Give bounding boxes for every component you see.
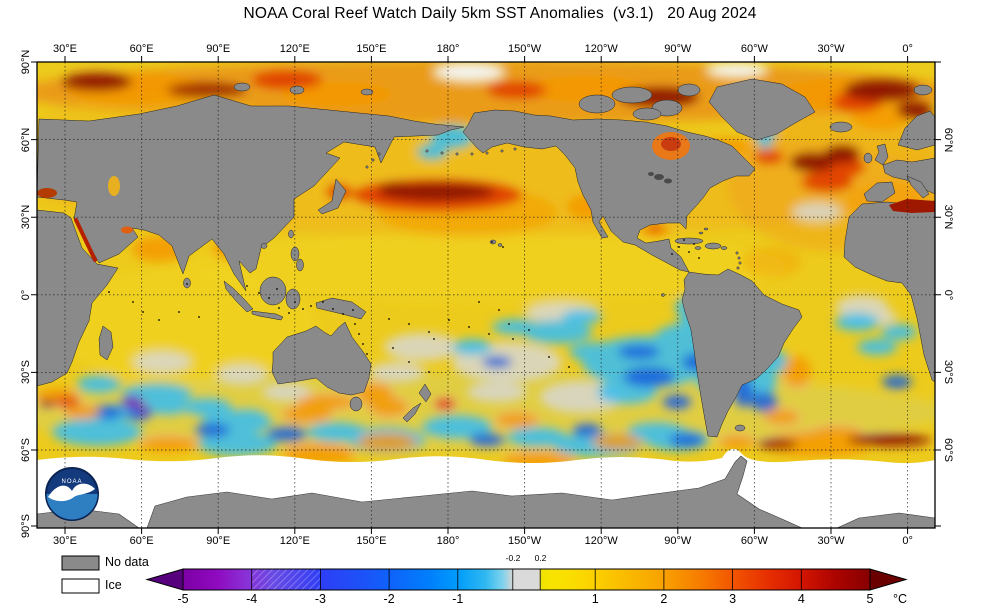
africa-west bbox=[843, 200, 935, 383]
cbar-label-p4: 4 bbox=[797, 592, 805, 606]
lon-label-bottom-30w: 30°W bbox=[817, 535, 845, 547]
borneo bbox=[259, 276, 287, 306]
lon-label-top-150w: 150°W bbox=[508, 43, 542, 55]
lat-label-right-0: 0° bbox=[942, 289, 954, 301]
lat-label-left-90s: 90°S bbox=[20, 514, 32, 538]
java bbox=[251, 310, 284, 321]
lon-label-top-150e: 150°E bbox=[356, 43, 387, 55]
greenland bbox=[708, 78, 816, 141]
noaa-logo-icon: NOAA bbox=[45, 467, 99, 521]
noaa-logo-text: NOAA bbox=[61, 479, 82, 485]
cbar-label-n3: -3 bbox=[314, 592, 326, 606]
falklands bbox=[734, 424, 746, 432]
lon-label-top-0: 0° bbox=[902, 43, 913, 55]
lon-label-top-120e: 120°E bbox=[279, 43, 310, 55]
new-guinea bbox=[315, 297, 367, 320]
lon-label-bottom-150w: 150°W bbox=[508, 535, 542, 547]
cbar-label-p3: 3 bbox=[729, 592, 737, 606]
graticule bbox=[37, 62, 935, 528]
legend-no-data-swatch bbox=[61, 555, 100, 571]
australia bbox=[271, 321, 372, 396]
cbar-label-p02: 0.2 bbox=[534, 553, 547, 563]
lon-label-bottom-60e: 60°E bbox=[129, 535, 154, 547]
colorbar-tick-lines bbox=[251, 569, 802, 590]
hainan bbox=[260, 243, 268, 249]
lon-label-top-60e: 60°E bbox=[129, 43, 154, 55]
sri-lanka bbox=[183, 277, 191, 289]
madagascar bbox=[98, 325, 114, 361]
lat-label-right-60s: 60°S bbox=[942, 438, 954, 462]
page-title: NOAA Coral Reef Watch Daily 5km SST Anom… bbox=[243, 5, 757, 22]
cbar-label-n4: -4 bbox=[246, 592, 258, 606]
lon-label-top-90e: 90°E bbox=[206, 43, 231, 55]
lat-label-left-60n: 60°N bbox=[20, 127, 32, 152]
lon-label-top-90w: 90°W bbox=[664, 43, 692, 55]
sulawesi bbox=[285, 288, 301, 310]
cbar-unit-label: °C bbox=[892, 592, 908, 606]
scandinavia bbox=[897, 110, 935, 151]
lon-label-top-120w: 120°W bbox=[584, 43, 618, 55]
tasmania bbox=[349, 396, 363, 412]
ireland bbox=[863, 152, 873, 164]
cbar-label-n2: -2 bbox=[383, 592, 395, 606]
legend-ice-label: Ice bbox=[105, 578, 122, 592]
iceland bbox=[829, 121, 853, 133]
colorbar-gradient bbox=[183, 569, 870, 590]
reef-dots bbox=[108, 239, 700, 373]
new-zealand-north bbox=[418, 383, 432, 403]
lat-label-left-60s: 60°S bbox=[20, 438, 32, 462]
colorbar-left-arrow bbox=[145, 568, 184, 591]
new-zealand-south bbox=[402, 402, 422, 423]
colorbar bbox=[145, 568, 908, 591]
cbar-label-n02: -0.2 bbox=[505, 553, 521, 563]
africa-east bbox=[37, 209, 119, 387]
south-america bbox=[681, 268, 803, 438]
cuba bbox=[674, 237, 704, 245]
cbar-label-n1: -1 bbox=[452, 592, 464, 606]
sumatra bbox=[223, 280, 254, 313]
hawaii bbox=[489, 239, 497, 245]
lon-label-top-30e: 30°E bbox=[53, 43, 77, 55]
lon-label-top-30w: 30°W bbox=[817, 43, 845, 55]
taiwan bbox=[288, 229, 294, 239]
lon-label-bottom-60w: 60°W bbox=[740, 535, 768, 547]
cbar-label-n5: -5 bbox=[177, 592, 189, 606]
colorbar-hatch bbox=[251, 569, 321, 590]
colorbar-right-arrow bbox=[869, 568, 908, 591]
map-ticks bbox=[31, 56, 941, 534]
lon-label-bottom-120w: 120°W bbox=[584, 535, 618, 547]
antarctica bbox=[37, 455, 935, 528]
cbar-label-p2: 2 bbox=[660, 592, 668, 606]
lon-label-bottom-150e: 150°E bbox=[356, 535, 387, 547]
lat-label-right-30n: 30°N bbox=[942, 204, 954, 230]
svalbard bbox=[913, 84, 933, 96]
lat-label-left-0: 0° bbox=[20, 289, 32, 301]
cbar-label-p1: 1 bbox=[591, 592, 599, 606]
legend-ice-swatch bbox=[61, 578, 100, 594]
marginal-seas bbox=[37, 132, 935, 262]
legend-no-data-label: No data bbox=[105, 555, 149, 569]
italy bbox=[906, 175, 930, 199]
cbar-label-p5: 5 bbox=[866, 592, 874, 606]
lat-label-right-60n: 60°N bbox=[942, 127, 954, 152]
lat-label-right-30s: 30°S bbox=[942, 360, 954, 385]
lon-label-bottom-180: 180° bbox=[436, 535, 460, 547]
lat-label-left-90n: 90°N bbox=[20, 49, 32, 75]
lon-label-top-180: 180° bbox=[436, 43, 460, 55]
lon-label-bottom-90e: 90°E bbox=[206, 535, 231, 547]
japan bbox=[317, 178, 347, 215]
lon-label-bottom-30e: 30°E bbox=[53, 535, 77, 547]
eurasia bbox=[37, 94, 465, 292]
britain bbox=[874, 143, 889, 166]
lat-label-left-30s: 30°S bbox=[20, 360, 32, 385]
lon-label-bottom-120e: 120°E bbox=[279, 535, 310, 547]
lat-label-left-30n: 30°N bbox=[20, 204, 32, 230]
lon-label-bottom-90w: 90°W bbox=[664, 535, 692, 547]
lon-label-bottom-0: 0° bbox=[902, 535, 913, 547]
lon-label-top-60w: 60°W bbox=[740, 43, 768, 55]
hispaniola bbox=[704, 242, 722, 250]
iberia bbox=[863, 181, 896, 203]
